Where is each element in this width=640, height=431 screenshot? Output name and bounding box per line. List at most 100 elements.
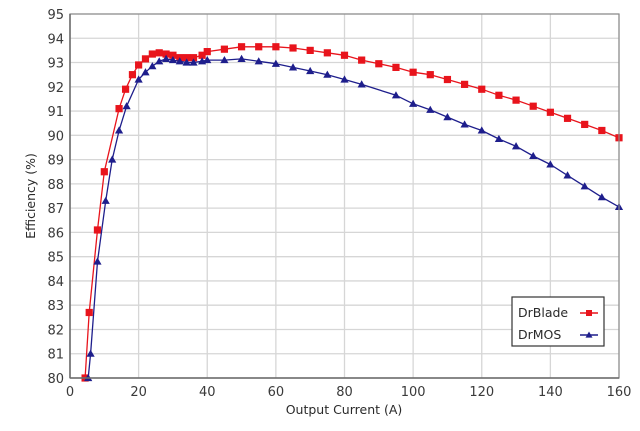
triangle-marker-icon (529, 151, 538, 160)
triangle-marker-icon (134, 75, 143, 83)
y-tick-label: 85 (47, 251, 64, 266)
y-tick-label: 88 (47, 178, 64, 193)
square-marker-icon (598, 126, 606, 135)
square-marker-icon (409, 68, 417, 76)
square-marker-icon (189, 54, 198, 62)
y-tick-label: 93 (47, 57, 64, 72)
y-axis-tick-labels: 80 81 82 83 84 85 86 87 88 89 90 91 92 93 94 95 (47, 8, 64, 387)
square-marker-icon (340, 51, 349, 59)
triangle-marker-icon (237, 54, 246, 62)
triangle-marker-icon (563, 171, 572, 179)
square-marker-icon (426, 71, 434, 79)
triangle-marker-icon (546, 160, 555, 168)
triangle-marker-icon (409, 99, 418, 107)
legend-label-drmos: DrMOS (518, 327, 561, 342)
legend-marker-drmos (580, 331, 598, 338)
triangle-marker-icon (391, 91, 401, 99)
y-axis-title: Efficiency (%) (23, 153, 38, 239)
square-marker-icon (203, 48, 211, 56)
square-marker-icon (169, 51, 177, 59)
triangle-marker-icon (511, 142, 521, 150)
triangle-marker-icon (155, 57, 164, 65)
triangle-marker-icon (168, 56, 178, 64)
triangle-marker-icon (306, 66, 315, 75)
square-marker-icon (272, 43, 280, 51)
y-tick-label: 95 (47, 8, 64, 23)
triangle-marker-icon (86, 349, 95, 357)
square-marker-icon (93, 226, 102, 234)
square-marker-icon (128, 71, 137, 79)
triangle-marker-icon (254, 57, 263, 65)
square-marker-icon (148, 50, 156, 58)
square-marker-icon (478, 85, 486, 93)
triangle-marker-icon (585, 331, 593, 338)
square-marker-icon (115, 105, 123, 113)
x-tick-label: 40 (199, 385, 216, 400)
y-tick-label: 84 (47, 275, 64, 290)
legend-label-drblade: DrBlade (518, 305, 568, 320)
triangle-marker-icon (580, 182, 589, 190)
triangle-marker-icon (494, 134, 504, 143)
triangle-marker-icon (108, 155, 117, 163)
y-tick-label: 81 (47, 348, 64, 363)
triangle-marker-icon (189, 58, 198, 66)
triangle-marker-icon (460, 120, 469, 128)
y-tick-label: 87 (47, 202, 64, 217)
x-axis-tick-labels: 0 20 40 60 80 100 120 140 160 (66, 385, 632, 400)
y-tick-label: 86 (47, 226, 64, 241)
triangle-marker-icon (323, 70, 332, 78)
triangle-marker-icon (114, 126, 124, 134)
square-marker-icon (100, 168, 108, 176)
square-marker-icon (183, 54, 191, 62)
square-marker-icon (306, 46, 314, 54)
square-marker-icon (581, 120, 589, 129)
square-marker-icon (155, 49, 163, 57)
y-tick-label: 94 (47, 32, 64, 47)
square-marker-icon (512, 96, 520, 104)
x-tick-label: 60 (268, 385, 285, 400)
square-marker-icon (460, 80, 469, 88)
x-tick-label: 120 (469, 385, 494, 400)
square-marker-icon (255, 43, 263, 51)
square-marker-icon (392, 63, 400, 71)
y-tick-label: 83 (47, 299, 64, 314)
triangle-marker-icon (148, 62, 157, 70)
square-marker-icon (529, 102, 537, 110)
triangle-marker-icon (101, 196, 110, 204)
triangle-marker-icon (357, 80, 366, 88)
y-tick-label: 82 (47, 323, 64, 338)
triangle-marker-icon (271, 59, 280, 67)
legend-box (511, 296, 605, 347)
x-tick-label: 160 (607, 385, 632, 400)
square-marker-icon (289, 44, 297, 52)
square-marker-icon (586, 310, 592, 316)
y-tick-label: 91 (47, 105, 64, 120)
triangle-marker-icon (477, 126, 486, 134)
triangle-marker-icon (182, 58, 191, 66)
y-tick-label: 92 (47, 81, 64, 96)
x-tick-label: 100 (401, 385, 426, 400)
square-marker-icon (220, 45, 229, 53)
square-marker-icon (162, 50, 170, 58)
square-marker-icon (443, 75, 452, 84)
square-marker-icon (563, 114, 572, 122)
square-marker-icon (323, 49, 331, 57)
x-tick-label: 80 (336, 385, 353, 400)
triangle-marker-icon (175, 57, 184, 65)
square-marker-icon (358, 56, 366, 64)
y-tick-label: 89 (47, 154, 64, 169)
data-series (81, 43, 624, 382)
legend: DrBlade DrMOS (511, 296, 605, 347)
x-tick-label: 140 (538, 385, 563, 400)
square-marker-icon (141, 55, 150, 63)
square-marker-icon (495, 91, 503, 99)
triangle-marker-icon (203, 56, 212, 64)
legend-marker-drblade (580, 310, 598, 316)
triangle-marker-icon (597, 193, 606, 201)
triangle-marker-icon (122, 102, 131, 110)
triangle-marker-icon (426, 105, 435, 113)
triangle-marker-icon (141, 68, 150, 76)
square-marker-icon (546, 108, 554, 116)
y-tick-label: 80 (47, 372, 64, 387)
